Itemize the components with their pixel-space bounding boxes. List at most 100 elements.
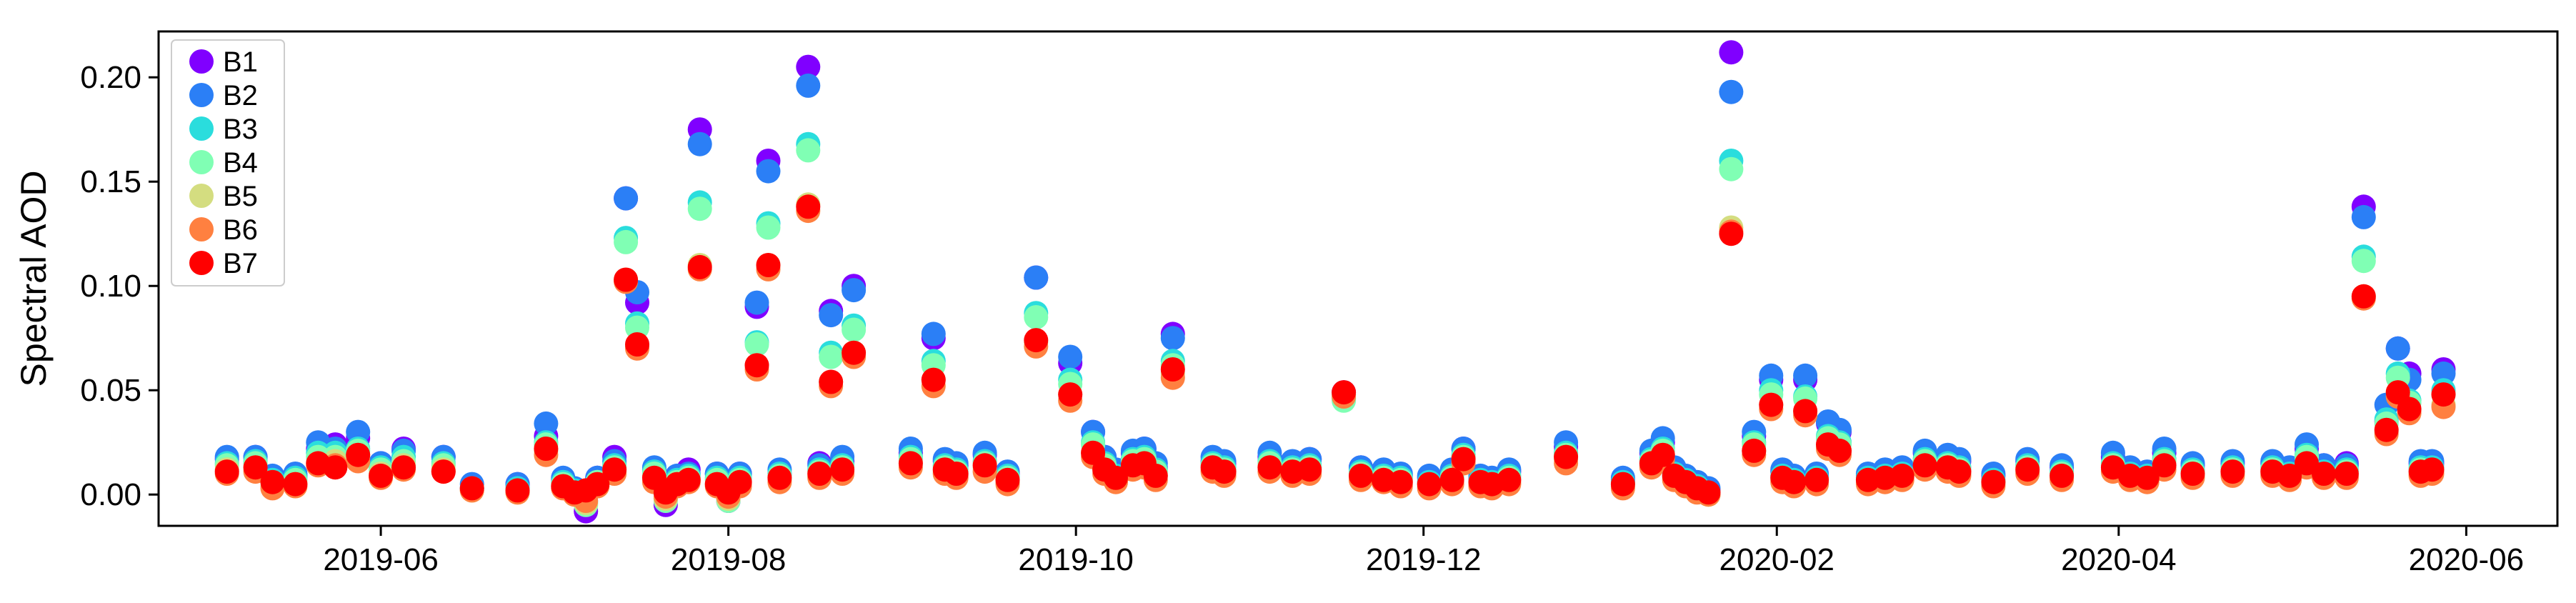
point-b7 [2351,284,2376,309]
point-b7 [1912,453,1937,478]
x-axis: 2019-06 2019-08 2019-10 2019-12 2020-02 2020-… [323,526,2524,577]
point-b4 [796,138,821,163]
point-b2 [819,303,844,328]
point-b7 [243,455,268,480]
point-b2 [346,419,371,444]
point-b7 [995,467,1020,492]
point-b7 [346,442,371,467]
legend-label-b3: B3 [223,114,258,145]
point-b7 [534,437,559,461]
point-b7 [391,455,416,480]
point-b7 [756,253,781,277]
point-b2 [1058,344,1083,369]
legend-label-b1: B1 [223,46,258,78]
point-b7 [1332,380,1357,405]
point-b2 [614,186,639,211]
point-b7 [1947,459,1972,484]
point-b7 [1143,463,1168,488]
point-b7 [585,472,610,497]
point-b7 [2397,397,2422,422]
point-b7 [323,455,348,480]
legend-marker-b6 [189,217,214,241]
point-b7 [842,340,867,365]
plot-frame [157,30,2559,527]
point-b7 [459,476,484,501]
point-b7 [1804,467,1829,492]
point-b7 [2374,417,2399,442]
x-tick-label: 2020-04 [2061,542,2176,577]
point-b7 [744,353,769,378]
point-b7 [1212,459,1237,484]
legend-marker-b4 [189,150,214,174]
point-b7 [819,369,844,394]
point-b2 [796,73,821,98]
legend-label-b7: B7 [223,248,258,279]
point-b7 [1827,438,1852,463]
point-b7 [1297,457,1322,482]
x-tick-label: 2019-10 [1018,542,1133,577]
point-b7 [676,467,701,492]
point-b7 [807,462,832,486]
point-b7 [1058,382,1083,407]
point-b7 [1889,463,1914,488]
point-b4 [687,196,712,221]
point-b7 [260,469,285,494]
point-b7 [283,472,308,497]
point-b7 [1793,399,1818,424]
point-b2 [744,290,769,315]
point-b7 [2180,462,2205,486]
point-b2 [687,131,712,156]
point-b7 [614,267,639,292]
y-tick-label: 0.20 [80,60,141,95]
point-b4 [1024,305,1049,329]
point-b2 [1160,326,1185,351]
y-tick-label: 0.00 [80,477,141,512]
y-tick-label: 0.05 [80,373,141,408]
point-b7 [1497,467,1522,492]
point-b4 [1719,156,1744,181]
legend-marker-b5 [189,184,214,208]
x-tick-label: 2019-06 [323,542,438,577]
point-b7 [625,332,649,357]
legend-label-b4: B4 [223,147,258,179]
point-b7 [921,367,946,392]
point-b4 [614,229,639,254]
legend-label-b5: B5 [223,181,258,212]
point-b4 [819,344,844,369]
point-b7 [1024,328,1049,353]
point-b2 [756,159,781,184]
point-b2 [1719,79,1744,104]
point-b7 [1160,357,1185,382]
point-b7 [1388,469,1413,494]
point-b7 [1981,469,2006,494]
point-b4 [756,215,781,240]
point-b7 [1349,463,1373,488]
point-b4 [744,332,769,357]
point-b7 [1696,480,1721,505]
data-points [214,40,2456,524]
legend-marker-b7 [189,251,214,275]
legend-label-b2: B2 [223,80,258,111]
point-b7 [602,457,627,482]
y-tick-label: 0.10 [80,269,141,304]
point-b7 [1610,472,1635,497]
legend-marker-b2 [189,83,214,107]
point-b2 [534,411,559,436]
point-b7 [2220,459,2245,484]
point-b4 [625,315,649,340]
point-b7 [687,254,712,279]
point-b7 [767,465,792,490]
point-b1 [796,54,821,79]
point-b2 [842,278,867,303]
point-b7 [214,459,239,484]
point-b7 [1451,447,1476,472]
point-b7 [1257,455,1282,480]
point-b7 [2050,463,2075,488]
point-b7 [2152,453,2177,478]
point-b7 [1782,469,1807,494]
point-b7 [727,469,752,494]
point-b7 [2015,457,2040,482]
